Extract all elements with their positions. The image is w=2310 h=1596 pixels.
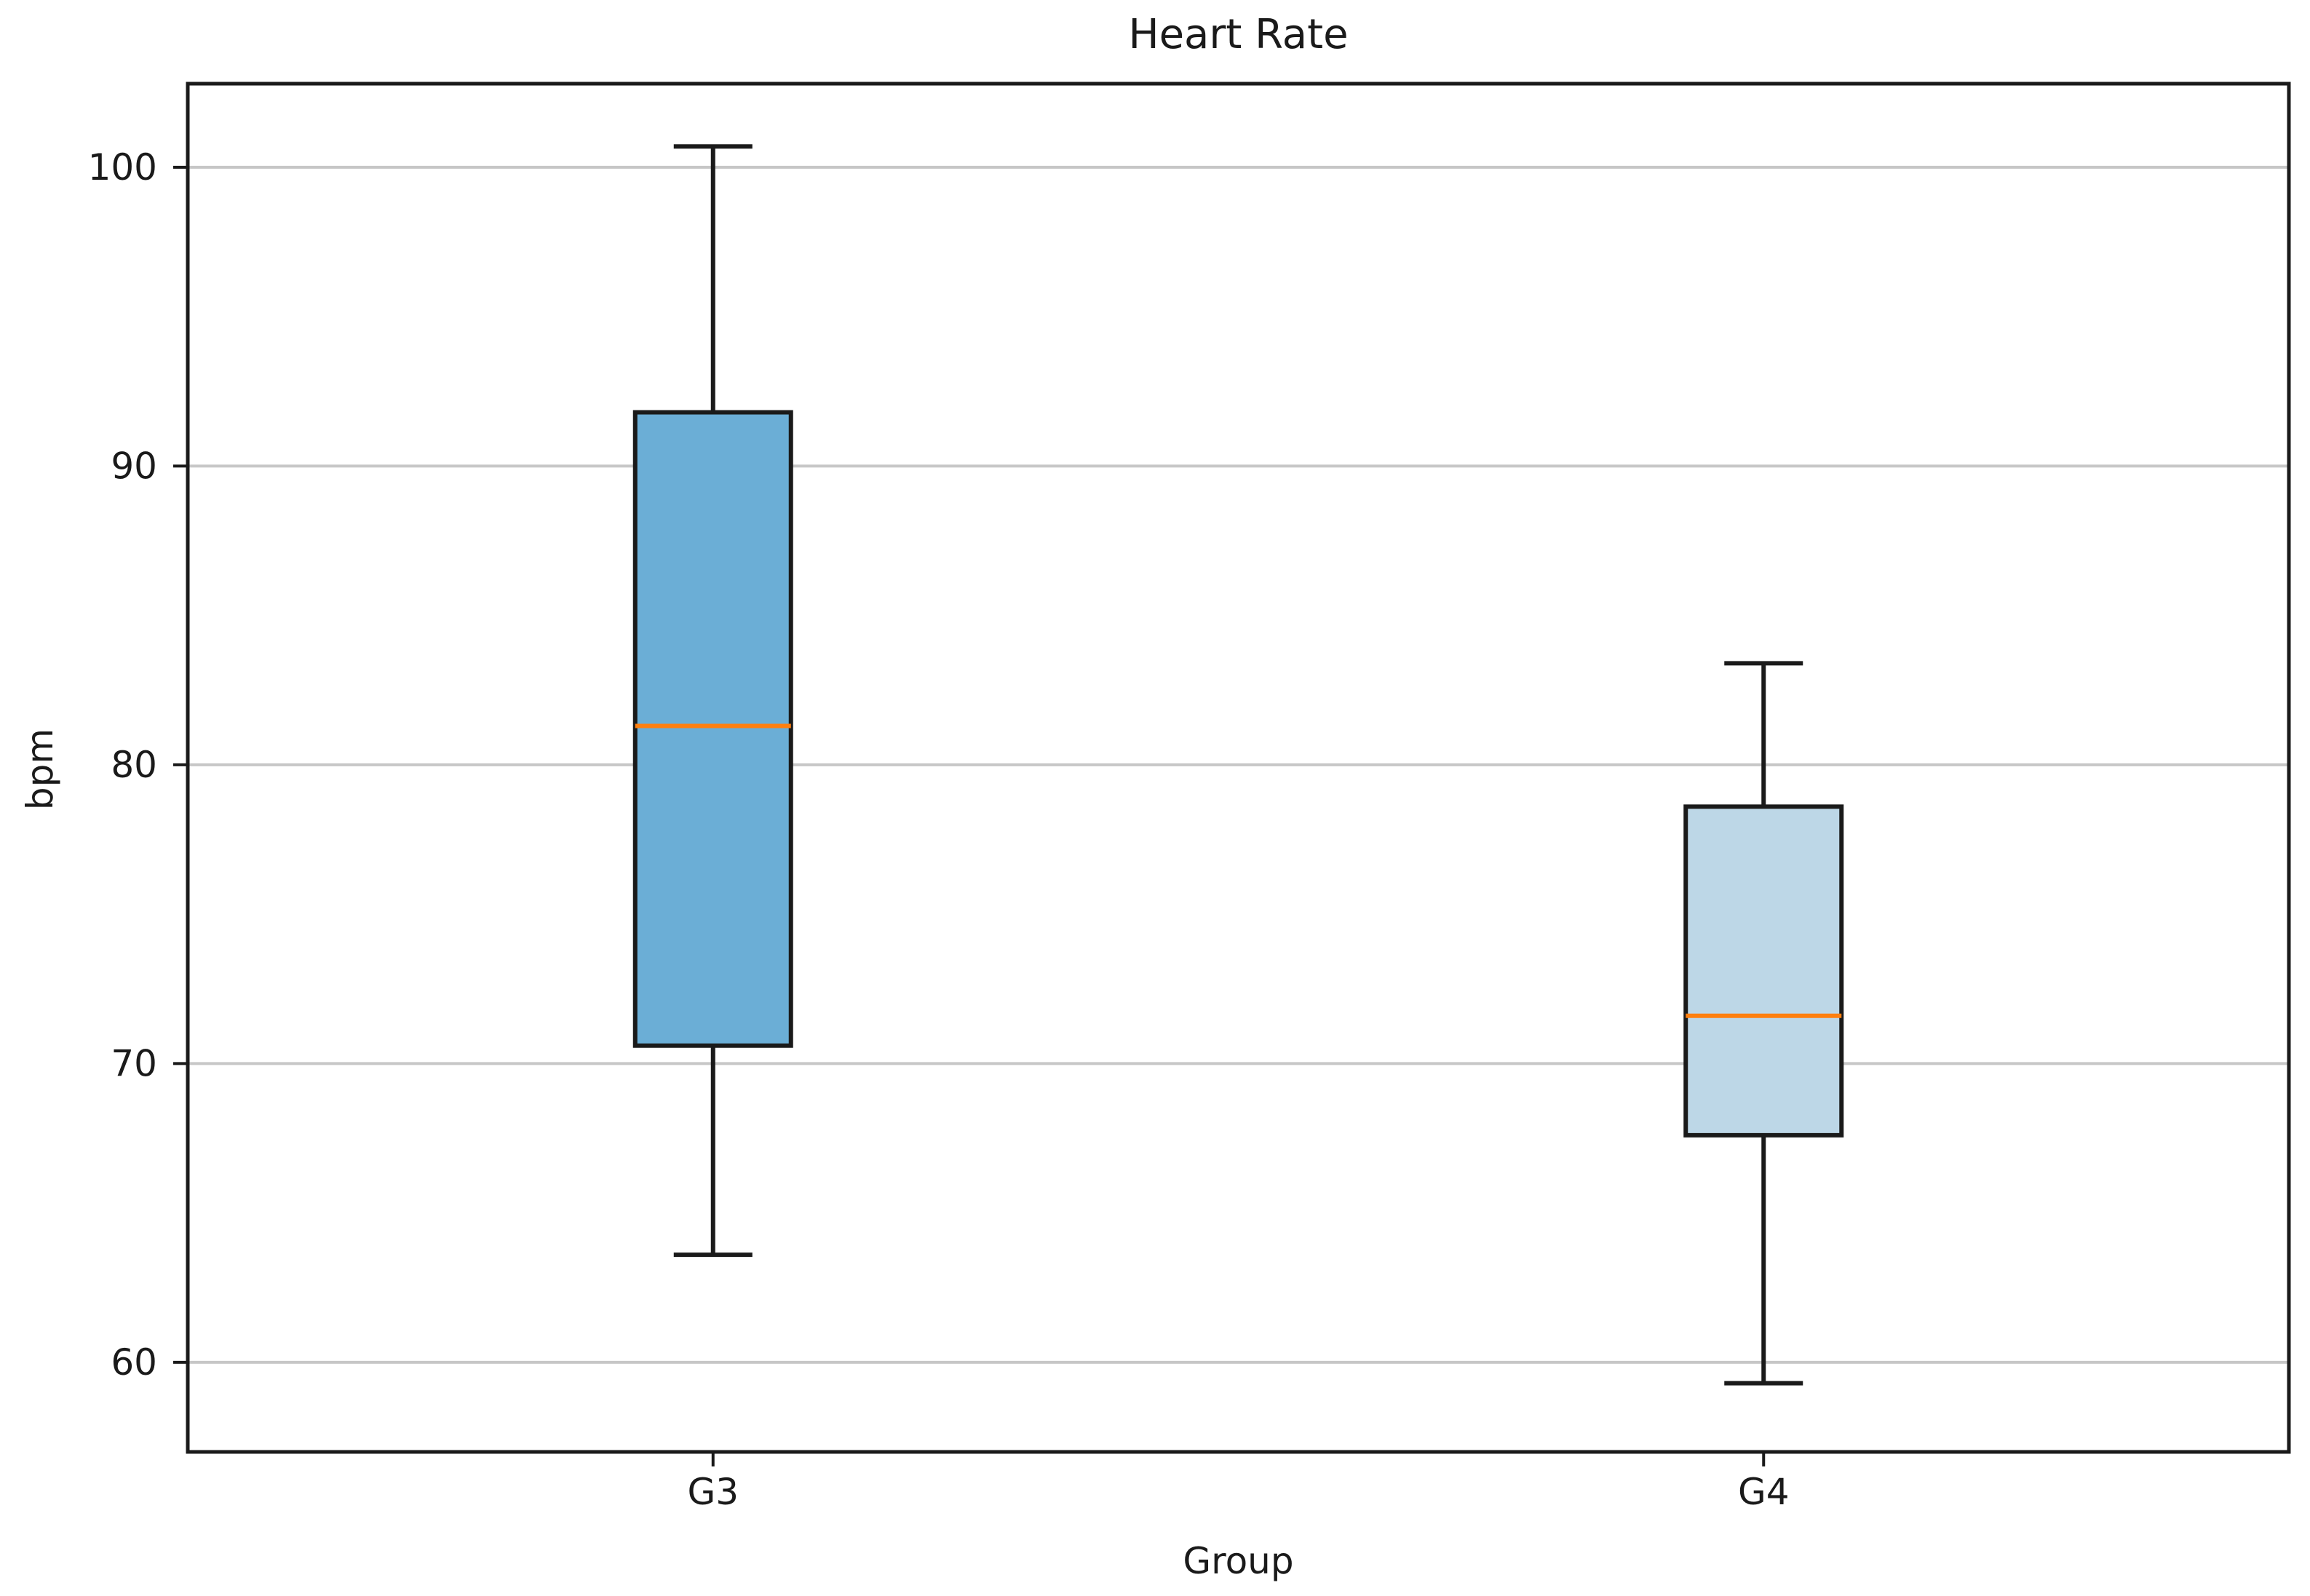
box-G4 — [1683, 804, 1844, 1138]
box-G3 — [632, 410, 793, 1048]
y-tick-label-80: 80 — [111, 744, 157, 786]
x-tick-label-G3: G3 — [687, 1471, 739, 1513]
axes-spines — [186, 82, 2291, 1454]
x-axis-label: Group — [1183, 1540, 1294, 1582]
y-tick-label-90: 90 — [111, 445, 157, 487]
x-tick-label-G4: G4 — [1738, 1471, 1790, 1513]
y-tick-label-70: 70 — [111, 1042, 157, 1084]
chart-title: Heart Rate — [1128, 11, 1349, 58]
y-tick-label-60: 60 — [111, 1341, 157, 1383]
y-tick-label-100: 100 — [88, 146, 157, 188]
